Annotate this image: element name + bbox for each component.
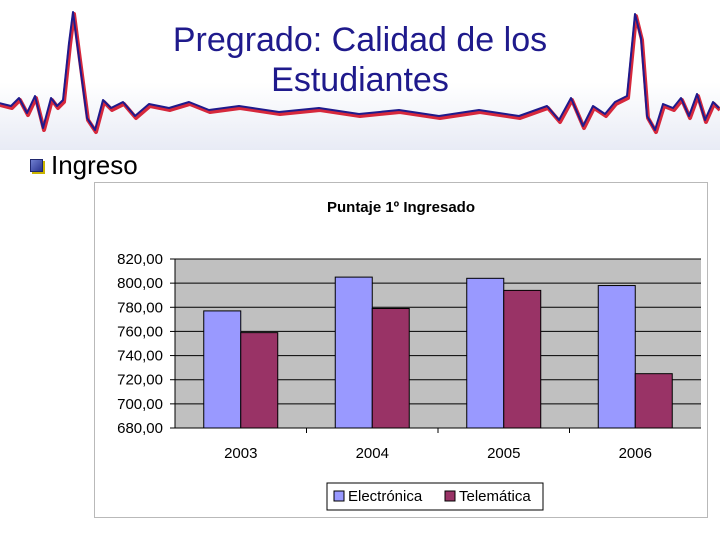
bar-electronica [597, 285, 636, 429]
bar-telematica [371, 307, 410, 429]
chart-title: Puntaje 1º Ingresado [327, 199, 475, 216]
chart-frame: Puntaje 1º Ingresado 820,00 800,00 780,00 76… [94, 182, 708, 518]
y-tick-label: 760,00 [117, 323, 163, 340]
y-tick-label: 740,00 [117, 348, 163, 365]
bar-chart: Puntaje 1º Ingresado 820,00 800,00 780,00 76… [117, 199, 701, 511]
wave-blue-stroke [0, 11, 720, 131]
slide-title: Pregrado: Calidad de los Estudiantes [110, 20, 610, 100]
x-tick-label: 2004 [356, 445, 389, 462]
y-tick-label: 720,00 [117, 372, 163, 389]
bar-telematica [634, 373, 673, 429]
legend-swatch-electronica [333, 490, 345, 502]
x-tick-label: 2003 [224, 445, 257, 462]
legend-box [326, 482, 544, 511]
checkbox-bullet-icon [30, 158, 43, 172]
x-tick-label: 2005 [487, 445, 520, 462]
y-tick-label: 700,00 [117, 396, 163, 413]
slide-title-line2: Estudiantes [271, 61, 449, 99]
x-tick-label: 2006 [619, 445, 652, 462]
bar-electronica [334, 276, 373, 429]
y-tick-label: 780,00 [117, 299, 163, 316]
slide-header: Pregrado: Calidad de los Estudiantes [0, 0, 720, 150]
bullet-text: Ingreso [51, 149, 138, 180]
y-tick-label: 820,00 [117, 251, 163, 268]
bar-electronica [466, 277, 505, 429]
bar-electronica [203, 310, 242, 429]
y-tick-label: 800,00 [117, 275, 163, 292]
bar-telematica [503, 289, 542, 429]
legend-label-electronica: Electrónica [348, 488, 423, 505]
bar-telematica [240, 332, 279, 429]
heartbeat-wave-decoration [0, 11, 720, 134]
legend-label-telematica: Telemática [459, 488, 531, 505]
legend-swatch-telematica [444, 490, 456, 502]
bullet-item: Ingreso [30, 148, 138, 182]
slide-title-line1: Pregrado: Calidad de los [172, 21, 548, 59]
y-tick-label: 680,00 [117, 420, 163, 437]
